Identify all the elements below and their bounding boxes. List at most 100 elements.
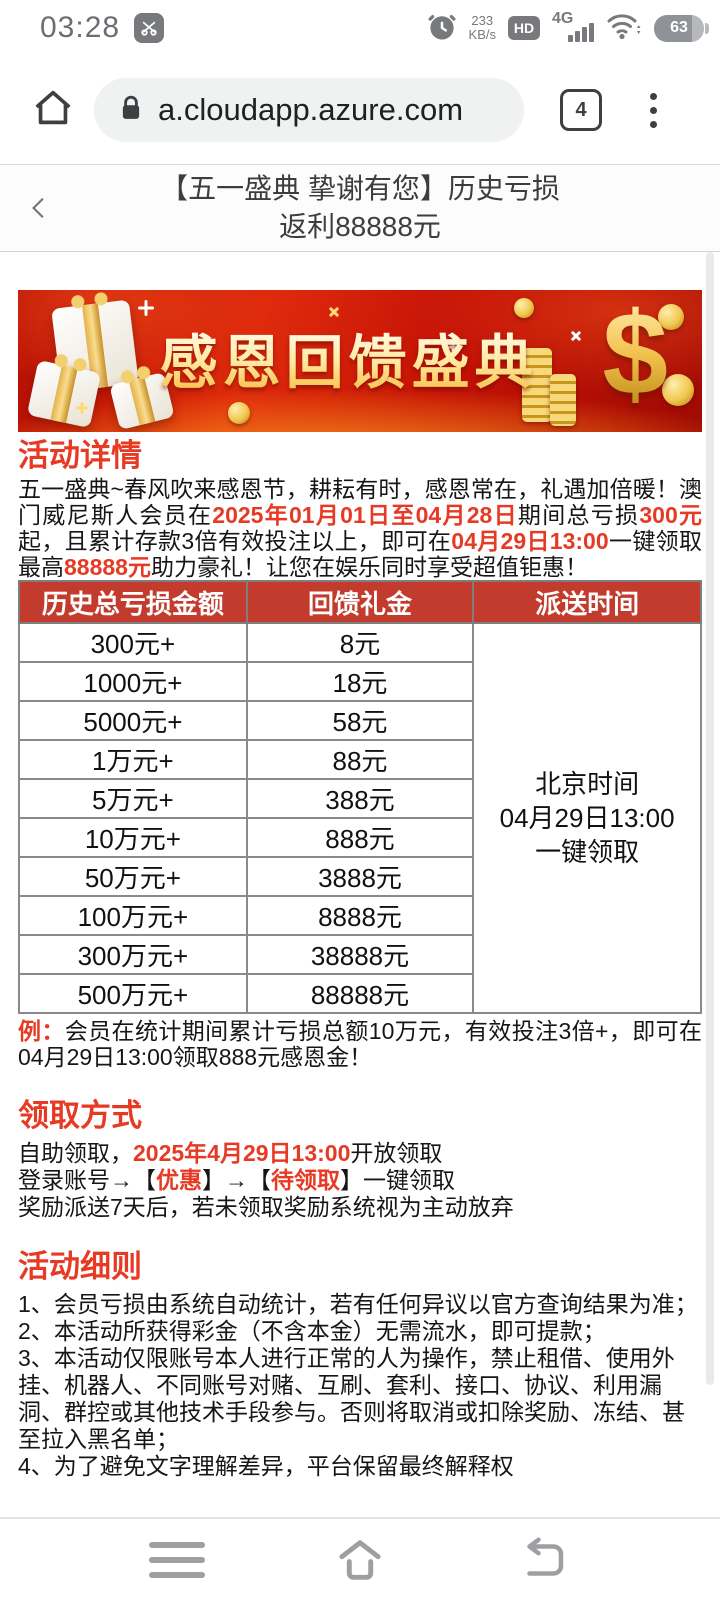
sparkle-icon bbox=[138, 300, 154, 316]
table-cell: 88888元 bbox=[245, 973, 475, 1014]
plain-text: 期间总亏损 bbox=[517, 502, 640, 528]
claim-line: 登录账号→【优惠】→【待领取】一键领取 bbox=[18, 1167, 702, 1194]
table-cell: 888元 bbox=[245, 817, 475, 858]
details-paragraph: 五一盛典~春风吹来感恩节，耕耘有时，感恩常在，礼遇加倍暖！澳门威尼斯人会员在20… bbox=[18, 476, 702, 580]
delivery-time-line: 北京时间 bbox=[535, 769, 640, 799]
table-cell: 388元 bbox=[245, 778, 475, 819]
rule-item: 1、会员亏损由系统自动统计，若有任何异议以官方查询结果为准； bbox=[18, 1291, 698, 1317]
page-title-bar: 【五一盛典 挚谢有您】历史亏损 返利88888元 bbox=[0, 164, 720, 252]
clock-time: 03:28 bbox=[40, 11, 121, 44]
table-cell: 50万元+ bbox=[18, 856, 248, 897]
back-button[interactable] bbox=[16, 165, 62, 251]
table-row: 100万元+ 8888元 bbox=[18, 895, 701, 936]
nav-home-button[interactable] bbox=[330, 1530, 390, 1590]
plain-text: 一键领取最高 bbox=[18, 528, 703, 580]
table-header-row: 历史总亏损金额 回馈礼金 派送时间 bbox=[18, 580, 702, 624]
highlight-text: 2025年01月01日至04月28日 bbox=[212, 502, 518, 528]
dollar-sign-icon: $ bbox=[602, 290, 668, 422]
alarm-clock-icon bbox=[427, 11, 457, 46]
scrollbar[interactable] bbox=[706, 252, 714, 1385]
status-bar: 03:28 233 KB/s HD 4G 63 bbox=[0, 0, 720, 56]
section-heading-details: 活动详情 bbox=[18, 438, 142, 473]
lock-icon bbox=[118, 93, 144, 128]
rule-item: 2、本活动所获得彩金（不含本金）无需流水，即可提款； bbox=[18, 1318, 606, 1344]
table-cell: 1万元+ bbox=[18, 739, 248, 780]
highlight-text: 2025年4月29日13:00 bbox=[133, 1140, 351, 1166]
recents-icon bbox=[149, 1541, 205, 1578]
coin-icon bbox=[228, 402, 250, 424]
section-heading-claim: 领取方式 bbox=[18, 1098, 142, 1133]
delivery-time-line: 一键领取 bbox=[535, 837, 640, 867]
home-icon[interactable] bbox=[30, 85, 76, 136]
coin-icon bbox=[658, 304, 684, 330]
home-icon bbox=[339, 1539, 381, 1580]
tab-count-button[interactable]: 4 bbox=[560, 89, 602, 131]
claim-line: 自助领取，2025年4月29日13:00开放领取 bbox=[18, 1140, 702, 1167]
section-heading-rules: 活动细则 bbox=[18, 1249, 142, 1284]
plain-text: 会员在统计期间累计亏损总额10万元，有效投注3倍+，即可在04月29日13:00… bbox=[18, 1018, 703, 1070]
rules-section: 活动细则 1、会员亏损由系统自动统计，若有任何异议以官方查询结果为准； 2、本活动… bbox=[18, 1249, 702, 1480]
table-cell: 88元 bbox=[245, 739, 475, 780]
highlight-text: 04月29日13:00 bbox=[451, 528, 609, 554]
hd-badge-icon: HD bbox=[508, 16, 540, 40]
delivery-time-cell: 北京时间 04月29日13:00 一键领取 bbox=[472, 622, 702, 1014]
menu-dots-icon[interactable] bbox=[644, 87, 663, 134]
nav-recents-button[interactable] bbox=[147, 1530, 207, 1590]
url-text: a.cloudapp.azure.com bbox=[158, 92, 464, 127]
sparkle-icon bbox=[568, 328, 585, 345]
table-cell: 18元 bbox=[245, 661, 475, 702]
sparkle-icon bbox=[76, 402, 88, 414]
table-row: 500万元+ 88888元 bbox=[18, 973, 701, 1014]
table-cell: 300万元+ bbox=[18, 934, 248, 975]
url-bar[interactable]: a.cloudapp.azure.com bbox=[94, 78, 524, 142]
screenshot-clip-icon bbox=[134, 13, 165, 43]
highlight-text: 88888元 bbox=[64, 554, 151, 580]
plain-text: 】一键领取 bbox=[340, 1167, 455, 1193]
bonus-table: 历史总亏损金额 回馈礼金 派送时间 300元+ 8元北京时间 04月29日13:00… bbox=[18, 580, 702, 1014]
page-title: 【五一盛典 挚谢有您】历史亏损 返利88888元 bbox=[160, 173, 560, 242]
table-row: 300万元+ 38888元 bbox=[18, 934, 701, 975]
table-cell: 8元 bbox=[245, 622, 475, 663]
promo-content: $ 感恩回馈盛典 活动详情 五一盛典~春风吹来感恩节，耕耘有时，感恩常在，礼遇加… bbox=[0, 290, 720, 1480]
table-cell: 5万元+ bbox=[18, 778, 248, 819]
coin-icon bbox=[514, 298, 534, 318]
table-cell: 10万元+ bbox=[18, 817, 248, 858]
highlight-text: 例： bbox=[18, 1018, 65, 1044]
delivery-time-line: 04月29日13:00 bbox=[499, 803, 675, 833]
table-row: 1万元+ 88元 bbox=[18, 739, 701, 780]
plain-text: 开放领取 bbox=[350, 1140, 443, 1166]
table-row: 5000元+ 58元 bbox=[18, 700, 701, 741]
coin-stack-icon bbox=[522, 348, 552, 422]
plain-text: 】→【 bbox=[202, 1167, 271, 1193]
plain-text: 助力豪礼！让您在娱乐同时享受超值钜惠！ bbox=[150, 554, 588, 580]
claim-section: 领取方式 自助领取，2025年4月29日13:00开放领取 登录账号→【优惠】→【… bbox=[18, 1098, 702, 1221]
table-cell: 38888元 bbox=[245, 934, 475, 975]
table-cell: 100万元+ bbox=[18, 895, 248, 936]
table-cell: 300元+ bbox=[18, 622, 248, 663]
table-cell: 58元 bbox=[245, 700, 475, 741]
browser-toolbar: a.cloudapp.azure.com 4 bbox=[0, 56, 720, 164]
plain-text: 自助领取， bbox=[18, 1140, 133, 1166]
column-header: 历史总亏损金额 bbox=[18, 580, 248, 624]
claim-line: 奖励派送7天后，若未领取奖励系统视为主动放弃 bbox=[18, 1194, 702, 1221]
coin-icon bbox=[662, 374, 694, 406]
signal-bars-icon: 4G bbox=[552, 10, 594, 44]
column-header: 派送时间 bbox=[472, 580, 702, 624]
plain-text: 五一盛典~春风吹来感恩节，耕耘有时，感恩常在，礼遇加倍暖！澳门威尼斯人会员在 bbox=[18, 476, 702, 528]
highlight-text: 待领取 bbox=[271, 1167, 340, 1193]
table-row: 5万元+ 388元 bbox=[18, 778, 701, 819]
battery-percent: 63 bbox=[670, 19, 688, 36]
rule-item: 4、为了避免文字理解差异，平台保留最终解释权 bbox=[18, 1453, 514, 1479]
nav-back-button[interactable] bbox=[513, 1530, 573, 1590]
table-cell: 3888元 bbox=[245, 856, 475, 897]
table-row: 300元+ 8元北京时间 04月29日13:00 一键领取 bbox=[18, 622, 702, 1014]
banner-title: 感恩回馈盛典 bbox=[160, 316, 538, 400]
rule-item: 3、本活动仅限账号本人进行正常的人为操作，禁止租借、使用外挂、机器人、不同账号对… bbox=[18, 1345, 685, 1452]
plain-text: 奖励派送7天后，若未领取奖励系统视为主动放弃 bbox=[18, 1194, 514, 1220]
network-speed: 233 KB/s bbox=[468, 13, 496, 42]
back-icon bbox=[527, 1537, 564, 1576]
highlight-text: 优惠 bbox=[156, 1167, 202, 1193]
battery-icon: 63 bbox=[654, 14, 709, 42]
table-row: 50万元+ 3888元 bbox=[18, 856, 701, 897]
table-cell: 500万元+ bbox=[18, 973, 248, 1014]
